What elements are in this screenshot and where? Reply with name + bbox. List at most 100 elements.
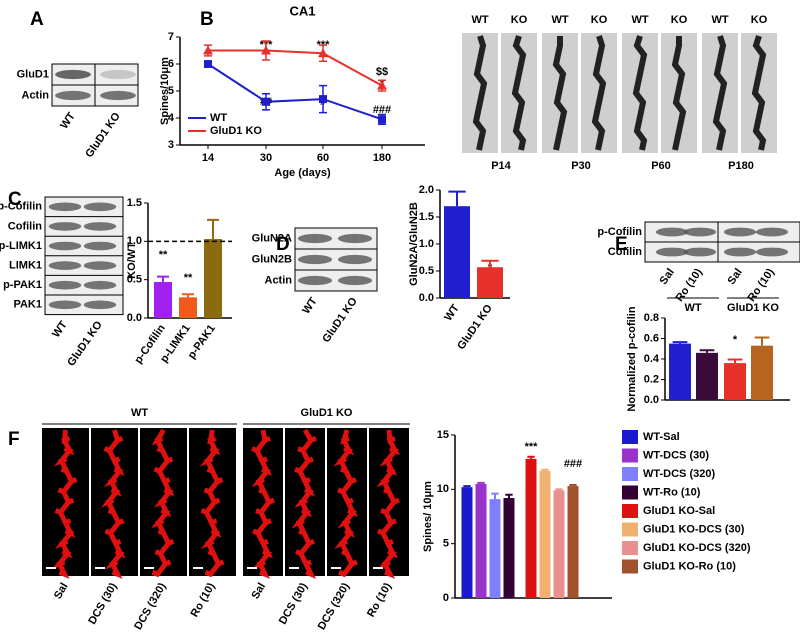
blot-lane-label: WT	[50, 319, 70, 340]
legend-swatch	[622, 448, 638, 463]
lane-label: Sal	[249, 581, 268, 601]
y-tick-label: 5	[443, 538, 449, 550]
legend-swatch	[622, 559, 638, 574]
annotation: $$	[376, 66, 388, 78]
series-line	[208, 49, 383, 87]
annotation: **	[159, 249, 168, 261]
dendrite	[511, 35, 527, 151]
error-bar	[505, 493, 513, 499]
blot-row-label: GluN2A	[252, 232, 292, 244]
panel-label: B	[200, 9, 214, 30]
bar	[751, 345, 773, 400]
blot-band	[655, 247, 689, 257]
bar	[489, 499, 501, 598]
group-label: WT	[684, 302, 701, 314]
blot-band	[48, 261, 82, 270]
y-tick-label: 1.0	[127, 235, 142, 247]
panel-label: A	[30, 9, 44, 30]
panel-label: F	[8, 429, 20, 450]
blot-band	[297, 254, 333, 265]
genotype-label: KO	[591, 14, 608, 26]
panel-label: E	[615, 234, 628, 255]
blot-band	[83, 261, 117, 270]
genotype-label: WT	[551, 14, 568, 26]
y-tick-label: 0.6	[644, 332, 659, 344]
legend-label: WT-Ro (10)	[643, 486, 701, 498]
blot-lane-label: Sal	[658, 267, 677, 287]
blot-band	[297, 275, 333, 286]
legend-label: WT-DCS (320)	[643, 468, 715, 480]
legend-swatch	[622, 522, 638, 537]
blot-row-label: GluN2B	[252, 253, 292, 265]
annotation: ###	[564, 458, 582, 470]
lane-label: DCS (30)	[277, 581, 310, 627]
y-tick-label: 1.5	[127, 197, 142, 209]
blot-band	[83, 241, 117, 251]
dendrite	[150, 428, 175, 578]
annotation: **	[184, 272, 193, 284]
blot-row-label: Actin	[22, 89, 50, 101]
blot-row-label: PAK1	[13, 299, 42, 311]
dendrite	[472, 35, 488, 151]
legend-swatch	[622, 467, 638, 481]
y-tick-label: 4	[168, 112, 175, 124]
genotype-label: WT	[711, 14, 728, 26]
y-tick-label: 2.0	[419, 184, 434, 196]
blot-band	[100, 69, 136, 80]
legend-label: WT	[210, 112, 227, 124]
bar	[567, 486, 579, 598]
blot-band	[723, 247, 757, 257]
dendrite	[376, 429, 401, 579]
blot-lane-label: GluD1 KO	[65, 319, 105, 369]
blot-lane-label: WT	[58, 110, 78, 131]
y-tick-label: 0.0	[127, 312, 142, 324]
lane-label: Sal	[52, 581, 71, 601]
bar	[475, 483, 487, 598]
x-tick-label: 180	[373, 152, 391, 164]
error-bar	[541, 468, 549, 471]
blot-row-label: LIMK1	[9, 260, 42, 272]
bar	[503, 498, 515, 598]
panel-label: D	[276, 234, 290, 255]
x-tick-label: 14	[202, 152, 215, 164]
bar	[477, 267, 503, 298]
marker	[261, 45, 271, 55]
blot-band	[48, 241, 82, 251]
error-bar	[207, 218, 219, 240]
bar	[204, 239, 222, 318]
bar	[154, 281, 172, 318]
y-tick-label: 7	[168, 31, 174, 43]
y-axis-label: Spines/10μm	[159, 57, 171, 125]
blot-band	[48, 202, 82, 212]
blot-band	[337, 233, 373, 244]
age-label: P30	[571, 160, 591, 172]
series-line	[207, 63, 383, 121]
dendrite	[251, 429, 275, 579]
dendrite	[751, 35, 767, 151]
y-tick-label: 0.0	[644, 394, 659, 406]
bar	[696, 352, 718, 400]
blot-band	[48, 300, 82, 310]
age-label: P60	[651, 160, 671, 172]
legend-swatch	[622, 504, 638, 518]
error-bar	[727, 358, 743, 364]
blot-band	[683, 227, 717, 237]
age-label: P180	[728, 160, 754, 172]
chart-title: CA1	[289, 3, 315, 18]
y-tick-label: 6	[168, 58, 174, 70]
blot-band	[683, 247, 717, 257]
y-axis-label: Spines/ 10μm	[422, 481, 434, 552]
marker	[378, 115, 386, 124]
blot-band	[337, 275, 373, 286]
y-axis-label: Normalized p-cofilin	[626, 306, 638, 411]
blot-row-label: Cofilin	[608, 246, 642, 258]
y-tick-label: 0.5	[419, 265, 434, 277]
error-bar	[672, 341, 688, 344]
dendrite	[199, 429, 225, 578]
error-bar	[569, 483, 577, 487]
blot-row-label: Cofilin	[8, 220, 42, 232]
y-axis-label: GluN2A/GluN2B	[408, 202, 420, 286]
blot-band	[83, 280, 117, 290]
blot-row-label: p-LIMK1	[0, 240, 42, 252]
